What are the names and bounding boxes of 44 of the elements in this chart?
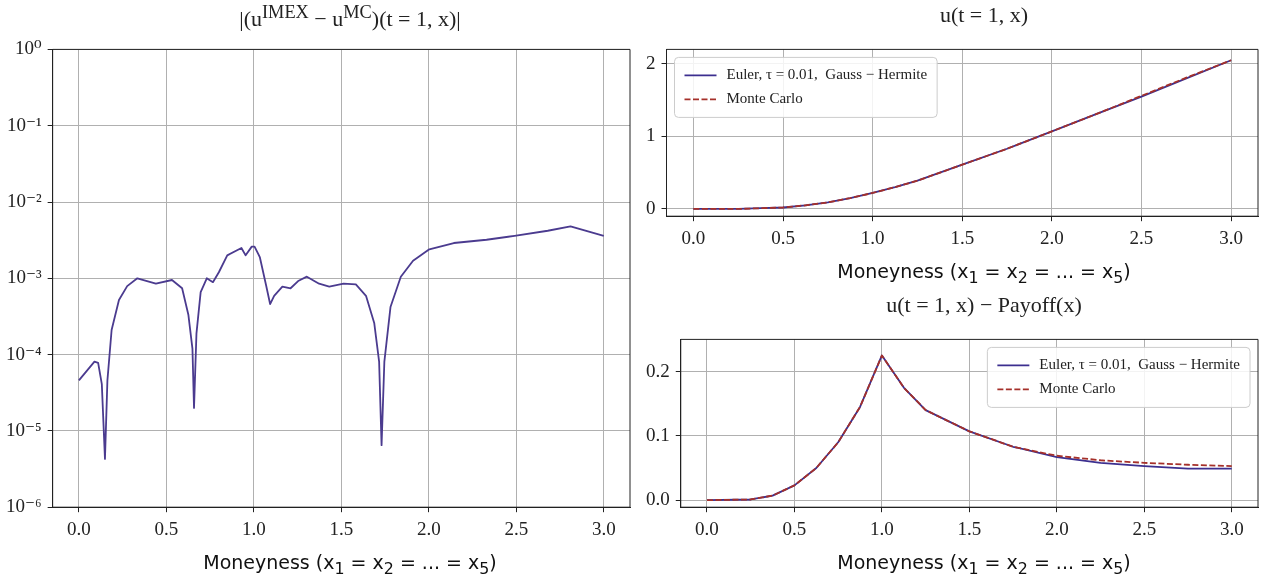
y-tick-label: 10⁻⁵ [6, 418, 42, 440]
x-axis-title: Moneyness (x$_{1}$ = x$_{2}$ = ... = x$_{5}$) [202, 551, 498, 578]
chart-title: |(u$^{IMEX}$ − u$^{MC}$)(t = 1, x)| [238, 2, 462, 33]
x-tick-label: 0.0 [695, 517, 719, 539]
x-tick-label: 1.0 [860, 226, 885, 248]
x-tick-label: 1.0 [870, 517, 894, 539]
y-tick-label: 10⁰ [15, 37, 43, 59]
x-tick-label: 3.0 [1219, 226, 1243, 248]
x-tick-label: 0.5 [782, 517, 807, 539]
y-tick-label: 10⁻⁶ [6, 495, 42, 517]
x-tick-label: 2.0 [416, 517, 441, 539]
x-tick-label: 2.5 [1129, 226, 1154, 248]
x-tick-label: 0.0 [681, 226, 706, 248]
x-tick-label: 3.0 [591, 517, 616, 539]
x-tick-label: 0.0 [67, 517, 91, 539]
legend-label: Euler, τ = 0.01, Gauss − Hermite [1039, 356, 1241, 373]
x-axis-title: Moneyness (x$_{1}$ = x$_{2}$ = ... = x$_{5}$) [836, 551, 1132, 578]
legend-label: Monte Carlo [1039, 380, 1116, 397]
x-tick-label: 1.5 [329, 517, 354, 539]
y-tick-label: 1 [646, 124, 656, 146]
legend-label: Monte Carlo [726, 90, 803, 107]
x-tick-label: 2.5 [1132, 517, 1157, 539]
chart-title: u(t = 1, x) − Payoff(x) [885, 292, 1083, 318]
x-tick-label: 1.5 [957, 517, 982, 539]
y-tick-label: 2 [646, 51, 656, 73]
x-axis-title: Moneyness (x$_{1}$ = x$_{2}$ = ... = x$_{5}$) [836, 260, 1132, 287]
x-tick-label: 1.0 [241, 517, 266, 539]
chart-title: u(t = 1, x) [938, 2, 1030, 28]
y-tick-label: 10⁻¹ [6, 113, 42, 135]
x-tick-label: 2.5 [504, 517, 529, 539]
y-tick-label: 0 [646, 196, 656, 218]
x-tick-label: 2.0 [1044, 517, 1069, 539]
y-tick-label: 0.1 [646, 423, 670, 445]
x-tick-label: 1.5 [950, 226, 975, 248]
legend-label: Euler, τ = 0.01, Gauss − Hermite [726, 66, 928, 83]
y-tick-label: 0.0 [646, 488, 670, 510]
y-tick-label: 10⁻² [6, 189, 42, 211]
x-tick-label: 0.5 [154, 517, 179, 539]
y-tick-label: 10⁻³ [6, 266, 42, 288]
x-tick-label: 3.0 [1219, 517, 1244, 539]
x-tick-label: 2.0 [1040, 226, 1064, 248]
y-tick-label: 10⁻⁴ [6, 342, 43, 364]
y-tick-label: 0.2 [646, 359, 670, 381]
x-tick-label: 0.5 [771, 226, 795, 248]
